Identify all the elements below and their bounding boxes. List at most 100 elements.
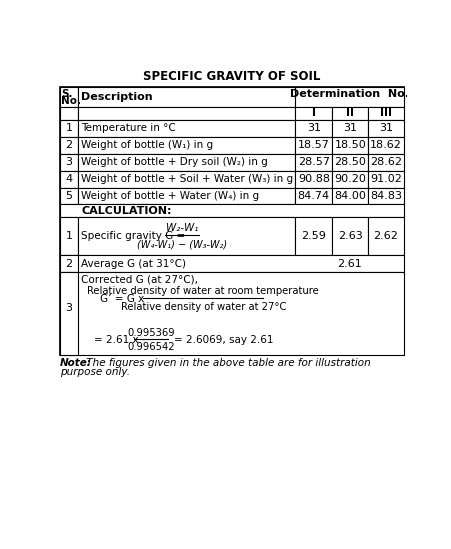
Text: Relative density of water at room temperature: Relative density of water at room temper… (87, 287, 318, 296)
Text: 84.74: 84.74 (297, 191, 329, 201)
Text: 2.59: 2.59 (301, 231, 326, 241)
Text: The figures given in the above table are for illustration: The figures given in the above table are… (83, 358, 370, 368)
Text: 4: 4 (65, 174, 72, 184)
Bar (78, 171, 295, 188)
Bar (331, 188, 367, 204)
Bar (60, 272, 403, 355)
Text: S.: S. (61, 89, 73, 99)
Text: Note:: Note: (60, 358, 91, 368)
Text: (W₄-W₁) − (W₃-W₂): (W₄-W₁) − (W₃-W₂) (137, 239, 226, 249)
Text: 2.63: 2.63 (337, 231, 362, 241)
Bar (60, 87, 403, 355)
Bar (331, 107, 367, 120)
Bar (367, 107, 403, 120)
Text: 1: 1 (65, 231, 72, 241)
Text: Temperature in °C: Temperature in °C (81, 123, 175, 133)
Bar (60, 120, 78, 137)
Bar (295, 87, 403, 107)
Text: 31: 31 (342, 123, 356, 133)
Text: 28.62: 28.62 (369, 157, 401, 167)
Bar (60, 272, 78, 355)
Bar (60, 137, 78, 154)
Text: CALCULATION:: CALCULATION: (81, 206, 171, 216)
Text: Relative density of water at 27°C: Relative density of water at 27°C (120, 302, 285, 312)
Text: 90.20: 90.20 (334, 174, 365, 184)
Bar (78, 87, 295, 107)
Text: 0.995369: 0.995369 (127, 328, 175, 338)
Bar (367, 217, 403, 255)
Text: G’ = G x: G’ = G x (100, 294, 144, 304)
Bar (295, 217, 331, 255)
Bar (367, 137, 403, 154)
Bar (295, 120, 331, 137)
Bar (331, 154, 367, 171)
Text: Determination  No.: Determination No. (289, 89, 408, 99)
Text: W₂-W₁: W₂-W₁ (166, 223, 198, 233)
Bar (60, 255, 78, 272)
Text: 0.996542: 0.996542 (127, 342, 175, 352)
Text: purpose only.: purpose only. (60, 367, 129, 377)
Bar (367, 154, 403, 171)
Text: 3: 3 (65, 302, 72, 313)
Text: 3: 3 (65, 157, 72, 167)
Bar (60, 87, 78, 107)
Bar (60, 188, 78, 204)
Text: 28.50: 28.50 (334, 157, 365, 167)
Text: 84.00: 84.00 (334, 191, 365, 201)
Text: 90.88: 90.88 (297, 174, 329, 184)
Text: No.: No. (61, 96, 81, 106)
Bar (78, 188, 295, 204)
Text: Weight of bottle + Soil + Water (W₃) in g: Weight of bottle + Soil + Water (W₃) in … (81, 174, 293, 184)
Bar (78, 120, 295, 137)
Text: 18.62: 18.62 (369, 140, 401, 150)
Bar (367, 188, 403, 204)
Text: II: II (345, 108, 354, 118)
Text: 2: 2 (65, 140, 72, 150)
Text: Weight of bottle (W₁) in g: Weight of bottle (W₁) in g (81, 140, 213, 150)
Bar (295, 137, 331, 154)
Text: 31: 31 (378, 123, 392, 133)
Text: 31: 31 (306, 123, 320, 133)
Bar (367, 171, 403, 188)
Bar (60, 154, 78, 171)
Text: 18.50: 18.50 (334, 140, 365, 150)
Bar (295, 171, 331, 188)
Text: 84.83: 84.83 (369, 191, 401, 201)
Text: Specific gravity G =: Specific gravity G = (81, 231, 189, 241)
Text: I: I (311, 108, 315, 118)
Bar (331, 137, 367, 154)
Bar (295, 188, 331, 204)
Text: 2.61: 2.61 (336, 259, 361, 269)
Text: Description: Description (81, 92, 152, 102)
Text: Weight of bottle + Water (W₄) in g: Weight of bottle + Water (W₄) in g (81, 191, 259, 201)
Bar (295, 154, 331, 171)
Bar (331, 171, 367, 188)
Text: 91.02: 91.02 (369, 174, 401, 184)
Bar (78, 137, 295, 154)
Bar (367, 120, 403, 137)
Text: 28.57: 28.57 (297, 157, 329, 167)
Bar (60, 255, 403, 272)
Text: SPECIFIC GRAVITY OF SOIL: SPECIFIC GRAVITY OF SOIL (143, 70, 320, 83)
Bar (60, 107, 78, 120)
Text: 2: 2 (65, 259, 72, 269)
Text: = 2.6069, say 2.61: = 2.6069, say 2.61 (174, 335, 273, 345)
Bar (60, 204, 403, 217)
Bar (78, 217, 295, 255)
Bar (78, 154, 295, 171)
Text: 18.57: 18.57 (297, 140, 329, 150)
Bar (60, 171, 78, 188)
Bar (331, 217, 367, 255)
Text: = 2.61 x: = 2.61 x (93, 335, 138, 345)
Text: 5: 5 (65, 191, 72, 201)
Text: Weight of bottle + Dry soil (W₂) in g: Weight of bottle + Dry soil (W₂) in g (81, 157, 267, 167)
Text: 2.62: 2.62 (373, 231, 397, 241)
Text: Corrected G (at 27°C),: Corrected G (at 27°C), (81, 275, 198, 285)
Bar (60, 217, 78, 255)
Text: Average G (at 31°C): Average G (at 31°C) (81, 259, 186, 269)
Text: III: III (379, 108, 391, 118)
Bar (78, 107, 295, 120)
Text: 1: 1 (65, 123, 72, 133)
Bar (295, 107, 331, 120)
Bar (331, 120, 367, 137)
